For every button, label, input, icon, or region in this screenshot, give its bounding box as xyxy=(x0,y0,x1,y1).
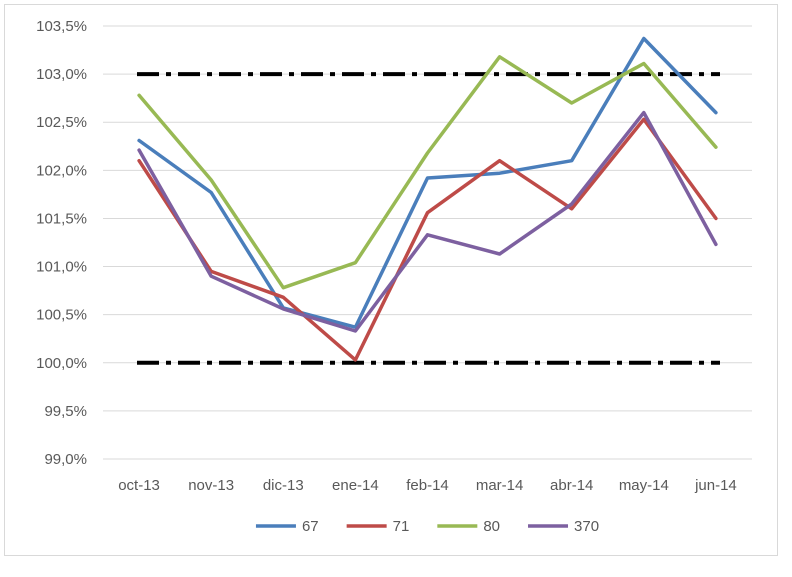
chart-frame xyxy=(4,4,778,556)
x-tick-label: jun-14 xyxy=(694,477,737,494)
y-tick-label: 102,0% xyxy=(36,162,87,179)
y-tick-label: 102,5% xyxy=(36,114,87,131)
y-axis: 99,0% 99,5% 100,0% 100,5% 101,0% 101,5% 102,0%… xyxy=(36,18,87,468)
x-axis: oct-13 nov-13 dic-13 ene-14 feb-14 mar-14 abr-… xyxy=(118,477,737,494)
x-tick-label: abr-14 xyxy=(550,477,593,494)
y-tick-label: 99,5% xyxy=(44,403,87,420)
x-tick-label: ene-14 xyxy=(332,477,379,494)
legend: 67 71 80 370 xyxy=(255,518,599,535)
legend-label-71: 71 xyxy=(393,518,410,535)
y-tick-label: 100,5% xyxy=(36,307,87,324)
series-line-71 xyxy=(137,117,718,362)
gridlines xyxy=(103,25,752,460)
y-tick-label: 103,0% xyxy=(36,66,87,83)
y-tick-label: 99,0% xyxy=(44,451,87,468)
x-tick-label: may-14 xyxy=(619,477,669,494)
series-line-80 xyxy=(137,55,718,290)
legend-label-80: 80 xyxy=(483,518,500,535)
y-tick-label: 100,0% xyxy=(36,355,87,372)
x-tick-label: dic-13 xyxy=(263,477,304,494)
y-tick-label: 101,5% xyxy=(36,210,87,227)
x-tick-label: feb-14 xyxy=(406,477,449,494)
reference-lines xyxy=(137,72,720,365)
series-line-370 xyxy=(137,110,718,333)
y-tick-label: 101,0% xyxy=(36,259,87,276)
series-line-67 xyxy=(137,36,718,329)
series-lines xyxy=(137,36,718,362)
x-tick-label: mar-14 xyxy=(476,477,524,494)
x-tick-label: nov-13 xyxy=(188,477,234,494)
y-tick-label: 103,5% xyxy=(36,18,87,35)
x-tick-label: oct-13 xyxy=(118,477,160,494)
legend-label-67: 67 xyxy=(302,518,319,535)
legend-label-370: 370 xyxy=(574,518,599,535)
